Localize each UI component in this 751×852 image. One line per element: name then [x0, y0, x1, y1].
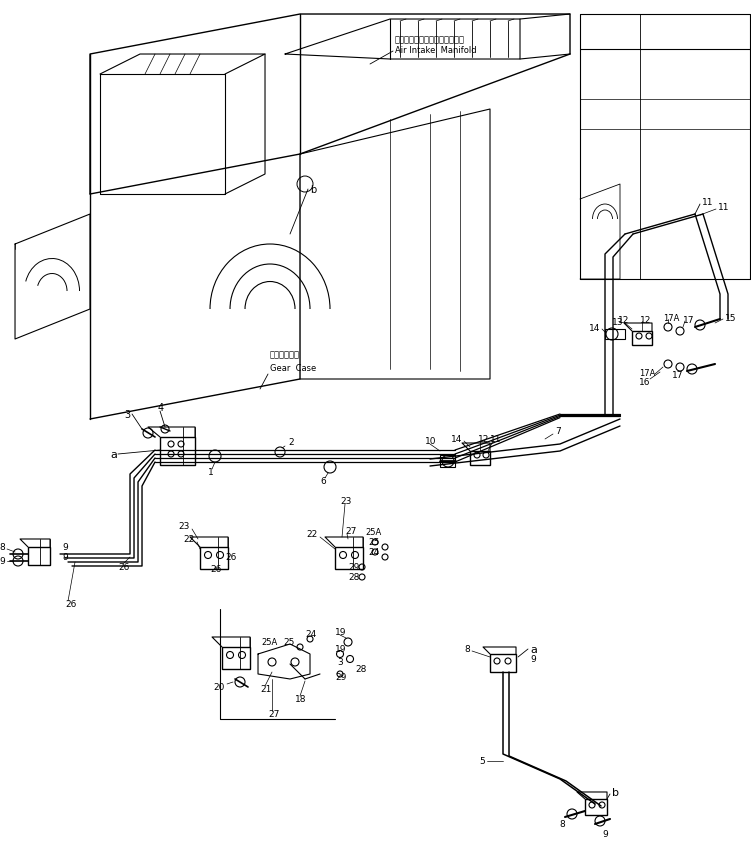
Text: 9: 9	[0, 557, 5, 566]
Bar	[440, 456, 455, 468]
Text: 28: 28	[348, 573, 360, 582]
Text: 12: 12	[618, 315, 629, 324]
Text: 15: 15	[725, 314, 737, 322]
Text: 29: 29	[335, 673, 346, 682]
Text: 25: 25	[284, 638, 295, 647]
Text: 11: 11	[702, 198, 713, 206]
Text: 29: 29	[348, 563, 360, 572]
Text: 13: 13	[611, 317, 623, 326]
Text: 26: 26	[65, 600, 77, 609]
Text: 20: 20	[213, 682, 225, 692]
Text: 19: 19	[335, 645, 346, 653]
Text: 23: 23	[340, 497, 351, 506]
Text: 3: 3	[337, 658, 343, 667]
Text: 28: 28	[355, 665, 366, 674]
Text: 9: 9	[62, 543, 68, 552]
Text: 23: 23	[179, 522, 190, 531]
Text: 22: 22	[306, 530, 318, 538]
Bar	[335, 547, 363, 569]
Text: b: b	[612, 787, 619, 797]
Text: 3: 3	[124, 410, 130, 419]
Text: 14: 14	[589, 323, 600, 332]
Text: Air Intake  Manifold: Air Intake Manifold	[395, 45, 477, 55]
Text: 16: 16	[638, 377, 650, 386]
Text: エアーインテークマニホールド: エアーインテークマニホールド	[395, 36, 465, 44]
Text: 6: 6	[320, 477, 326, 486]
Text: 25A: 25A	[262, 638, 278, 647]
Text: 26: 26	[210, 565, 222, 574]
Text: 26: 26	[118, 563, 129, 572]
Text: 17A: 17A	[638, 368, 655, 377]
Text: 26: 26	[225, 553, 237, 561]
Text: a: a	[110, 450, 117, 459]
Text: 25A: 25A	[365, 528, 382, 537]
Text: 25: 25	[368, 538, 379, 547]
Text: 8: 8	[559, 820, 565, 828]
Text: 4: 4	[158, 402, 164, 412]
Bar	[200, 547, 228, 569]
Text: 8: 8	[464, 645, 470, 653]
Text: 22: 22	[184, 535, 195, 544]
Bar	[222, 648, 250, 669]
Text: 17: 17	[683, 315, 695, 324]
Text: 24: 24	[305, 630, 316, 639]
Text: 24: 24	[368, 548, 379, 557]
Text: 17A: 17A	[663, 314, 680, 322]
Text: 2: 2	[288, 438, 294, 447]
Text: 9: 9	[530, 654, 535, 664]
Text: 17: 17	[672, 370, 683, 379]
Text: 18: 18	[295, 694, 306, 704]
Bar	[470, 452, 490, 465]
Text: 9: 9	[62, 553, 68, 561]
Bar	[632, 331, 652, 346]
Text: 11: 11	[490, 435, 502, 444]
Text: 5: 5	[479, 757, 485, 766]
Text: 12: 12	[478, 435, 490, 444]
Text: 9: 9	[602, 830, 608, 838]
Text: 11: 11	[718, 202, 729, 211]
Text: a: a	[530, 644, 537, 654]
Text: 12: 12	[640, 315, 651, 324]
Text: b: b	[310, 185, 316, 195]
Bar	[160, 437, 195, 465]
Bar	[490, 654, 516, 672]
Text: ギヤーケース: ギヤーケース	[270, 350, 300, 359]
Bar	[585, 799, 607, 815]
Text: 19: 19	[335, 628, 346, 636]
Text: 7: 7	[555, 427, 561, 436]
Text: 8: 8	[0, 543, 5, 552]
Text: 1: 1	[208, 468, 214, 477]
Text: 27: 27	[345, 527, 357, 536]
Text: 27: 27	[268, 710, 279, 718]
Text: 21: 21	[260, 685, 271, 694]
Bar	[28, 547, 50, 566]
Text: 14: 14	[451, 435, 462, 444]
Text: Gear  Case: Gear Case	[270, 363, 316, 372]
Text: 10: 10	[425, 437, 436, 446]
Bar	[605, 330, 625, 340]
